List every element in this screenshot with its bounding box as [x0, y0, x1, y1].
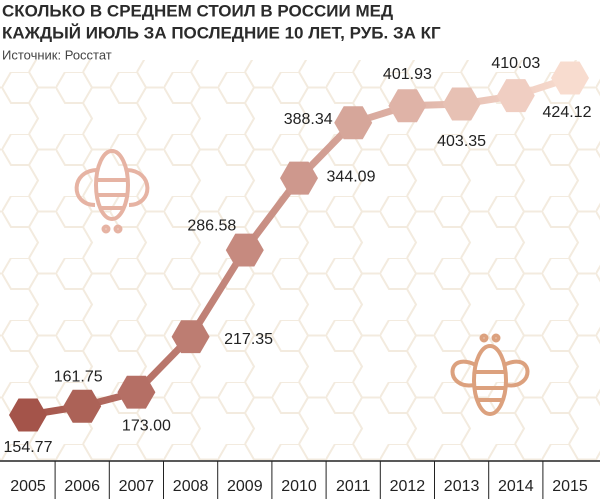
value-label: 401.93 [383, 66, 432, 83]
bee-icon [74, 149, 150, 234]
x-tick-label: 2015 [552, 478, 588, 495]
background [0, 60, 600, 460]
value-label: 424.12 [543, 104, 592, 121]
x-tick-label: 2014 [498, 478, 534, 495]
chart-title: СКОЛЬКО В СРЕДНЕМ СТОИЛ В РОССИИ МЕД [2, 1, 393, 20]
x-tick-label: 2011 [336, 478, 371, 495]
value-label: 173.00 [122, 417, 171, 434]
value-label: 388.34 [284, 111, 333, 128]
x-tick-label: 2006 [64, 478, 100, 495]
hexagon-marker [496, 79, 535, 113]
value-label: 410.03 [491, 55, 540, 72]
hexagon-marker [551, 61, 589, 95]
hexagon-marker [442, 87, 481, 121]
value-label: 286.58 [187, 217, 236, 234]
x-tick-label: 2009 [227, 478, 263, 495]
x-tick-label: 2007 [119, 478, 155, 495]
value-label: 154.77 [4, 439, 53, 456]
hexagon-marker [9, 398, 47, 432]
hexagon-marker [280, 161, 318, 195]
x-tick-label: 2012 [390, 478, 426, 495]
value-label: 217.35 [224, 331, 273, 348]
x-tick-label: 2005 [10, 478, 46, 495]
hexagon-marker [388, 89, 427, 123]
value-label: 344.09 [327, 168, 376, 185]
x-tick-label: 2010 [281, 478, 317, 495]
bee-icon [450, 333, 530, 416]
hexagon-marker [334, 106, 373, 140]
chart-title: КАЖДЫЙ ИЮЛЬ ЗА ПОСЛЕДНИЕ 10 ЛЕТ, РУБ. ЗА… [2, 23, 441, 42]
x-tick-label: 2013 [444, 478, 480, 495]
hexagon-marker [117, 375, 156, 409]
hexagon-marker [225, 233, 264, 267]
x-tick-label: 2008 [173, 478, 209, 495]
value-label: 403.35 [437, 133, 486, 150]
hexagon-marker [171, 320, 210, 354]
chart-subtitle: Источник: Росстат [2, 47, 112, 62]
hexagon-marker [63, 389, 102, 423]
value-label: 161.75 [54, 368, 103, 385]
